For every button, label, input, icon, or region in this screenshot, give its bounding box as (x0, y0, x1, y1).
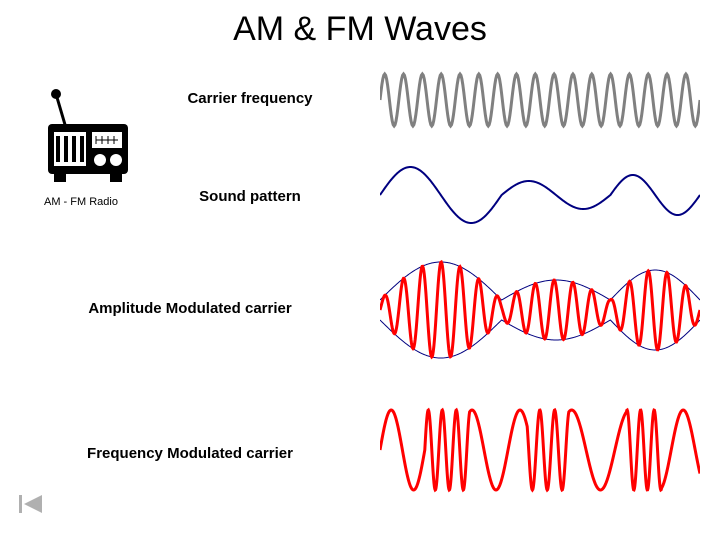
am-wave (380, 250, 700, 370)
carrier-label: Carrier frequency (150, 90, 350, 107)
radio-icon (38, 88, 138, 193)
fm-label: Frequency Modulated carrier (60, 445, 320, 462)
radio-caption: AM - FM Radio (44, 196, 118, 208)
page-title: AM & FM Waves (0, 10, 720, 49)
sound-wave (380, 160, 700, 230)
sound-label: Sound pattern (150, 188, 350, 205)
am-label: Amplitude Modulated carrier (60, 300, 320, 317)
carrier-wave (380, 65, 700, 135)
fm-wave (380, 400, 700, 500)
prev-slide-icon[interactable] (18, 493, 44, 520)
